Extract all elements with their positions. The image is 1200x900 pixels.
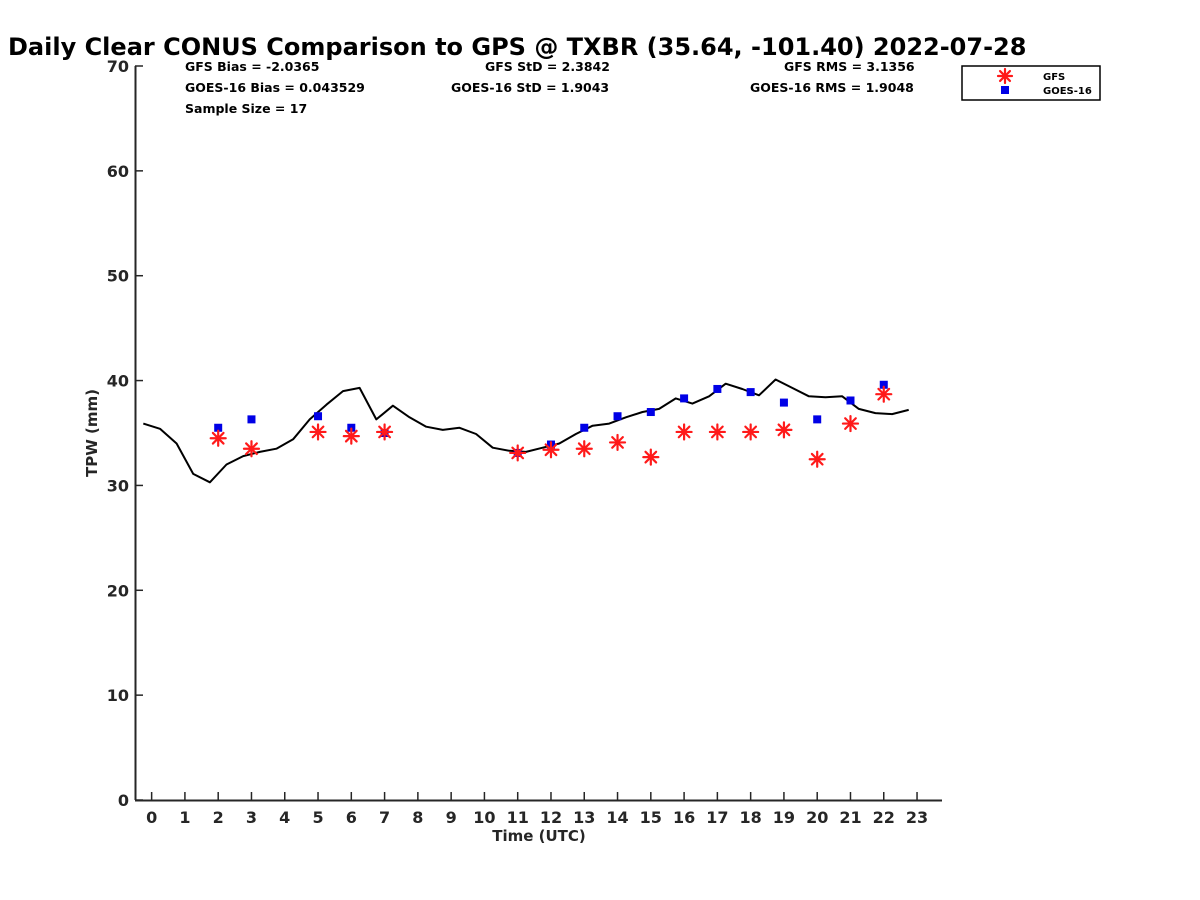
gfs-point: [775, 421, 793, 439]
x-tick-label: 23: [906, 808, 928, 827]
goes16-point: [580, 423, 589, 432]
x-tick-label: 18: [740, 808, 762, 827]
y-tick-label: 10: [107, 686, 129, 705]
stats-block: GFS Bias = -2.0365 GFS StD = 2.3842 GFS …: [185, 59, 915, 116]
y-tick-label: 0: [118, 791, 129, 810]
legend-box: [961, 65, 1101, 101]
legend-goes-marker: [1001, 86, 1009, 94]
gps-series-line: [143, 378, 909, 484]
y-tick-label: 60: [107, 162, 129, 181]
goes16-point: [713, 384, 722, 393]
x-tick-label: 5: [312, 808, 323, 827]
x-tick-label: 8: [412, 808, 423, 827]
y-tick-label: 40: [107, 372, 129, 391]
chart-title: Daily Clear CONUS Comparison to GPS @ TX…: [8, 33, 1026, 61]
goes16-point: [247, 415, 256, 424]
x-tick-label: 20: [806, 808, 828, 827]
gfs-point: [808, 450, 826, 468]
gfs-point: [309, 423, 327, 441]
x-tick-label: 22: [873, 808, 895, 827]
stat-goes-std: GOES-16 StD = 1.9043: [451, 80, 609, 95]
x-tick-label: 21: [839, 808, 861, 827]
gfs-point: [708, 423, 726, 441]
x-tick-label: 14: [606, 808, 628, 827]
y-axis-label: TPW (mm): [83, 389, 101, 477]
x-axis-label: Time (UTC): [492, 827, 586, 845]
stat-goes-rms: GOES-16 RMS = 1.9048: [750, 80, 914, 95]
legend-goes-label: GOES-16: [1043, 86, 1092, 97]
gfs-point: [342, 427, 360, 445]
x-tick-label: 12: [540, 808, 562, 827]
stat-gfs-std: GFS StD = 2.3842: [485, 59, 610, 74]
gfs-point: [542, 441, 560, 459]
goes16-point: [613, 412, 622, 421]
stat-gfs-bias: GFS Bias = -2.0365: [185, 59, 319, 74]
gfs-point: [675, 423, 693, 441]
x-tick-label: 9: [446, 808, 457, 827]
goes16-point: [680, 394, 689, 403]
goes16-point: [779, 398, 788, 407]
y-tick-label: 20: [107, 581, 129, 600]
x-ticks: 0 1 2 3 4 5 6 7 8 9 10 11 12 13 14 15 16 17 18 19 20 21 22 23: [146, 792, 928, 827]
legend-gfs-marker: [996, 67, 1014, 85]
x-tick-label: 7: [379, 808, 390, 827]
gfs-point: [575, 440, 593, 458]
legend-gfs-label: GFS: [1043, 72, 1065, 83]
goes16-point: [646, 408, 655, 417]
gfs-point: [509, 444, 527, 462]
stat-goes-bias: GOES-16 Bias = 0.043529: [185, 80, 365, 95]
y-ticks: 0 10 20 30 40 50 60 70: [107, 57, 143, 810]
x-tick-label: 2: [213, 808, 224, 827]
goes16-point: [314, 412, 323, 421]
goes16-point: [214, 423, 223, 432]
goes16-point: [746, 388, 755, 397]
y-tick-label: 50: [107, 267, 129, 286]
x-tick-label: 0: [146, 808, 157, 827]
goes16-point: [846, 396, 855, 405]
goes16-point: [813, 415, 822, 424]
gfs-point: [875, 385, 893, 403]
axes: [134, 66, 942, 802]
legend: GFS GOES-16: [961, 65, 1101, 101]
gfs-point: [242, 440, 261, 458]
x-tick-label: 16: [673, 808, 695, 827]
x-tick-label: 15: [640, 808, 662, 827]
gfs-point: [209, 429, 227, 447]
x-tick-label: 10: [473, 808, 495, 827]
stat-gfs-rms: GFS RMS = 3.1356: [784, 59, 915, 74]
x-tick-label: 11: [507, 808, 529, 827]
x-tick-label: 13: [573, 808, 595, 827]
x-tick-label: 3: [246, 808, 257, 827]
stat-sample-size: Sample Size = 17: [185, 101, 307, 116]
gfs-point: [841, 414, 860, 433]
x-tick-label: 1: [179, 808, 190, 827]
x-tick-label: 4: [279, 808, 290, 827]
x-tick-label: 17: [706, 808, 728, 827]
goes16-point: [879, 380, 888, 389]
gfs-point: [642, 448, 660, 466]
gfs-point: [608, 433, 627, 452]
plot-area: [143, 378, 909, 484]
gfs-point: [375, 423, 394, 441]
x-tick-label: 6: [346, 808, 357, 827]
legend-gfs-asterisk: [996, 67, 1014, 85]
x-tick-label: 19: [773, 808, 795, 827]
y-tick-label: 70: [107, 57, 129, 76]
y-tick-label: 30: [107, 476, 129, 495]
gfs-point: [742, 423, 760, 441]
